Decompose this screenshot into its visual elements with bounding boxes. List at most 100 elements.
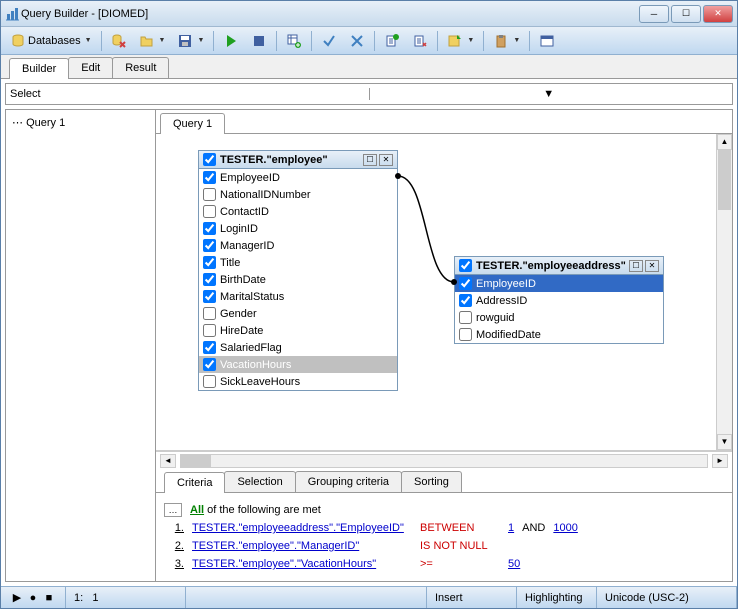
add-table-button[interactable]	[281, 30, 307, 52]
maximize-button[interactable]: ☐	[671, 5, 701, 23]
criteria-all[interactable]: All	[190, 504, 204, 516]
sb-record-icon[interactable]: ●	[25, 591, 41, 605]
tab-result[interactable]: Result	[112, 57, 169, 78]
select-all-checkbox[interactable]	[459, 259, 472, 272]
column-row[interactable]: HireDate	[199, 322, 397, 339]
scroll-down[interactable]: ▼	[717, 434, 732, 450]
column-checkbox[interactable]	[203, 290, 216, 303]
criteria-field[interactable]: TESTER."employee"."ManagerID"	[192, 540, 412, 552]
column-row[interactable]: Gender	[199, 305, 397, 322]
maximize-icon[interactable]: ☐	[363, 154, 377, 166]
column-checkbox[interactable]	[459, 311, 472, 324]
close-button[interactable]: ✕	[703, 5, 733, 23]
bottom-tab-selection[interactable]: Selection	[224, 471, 295, 492]
table-window[interactable]: TESTER."employee"☐✕ EmployeeID NationalIDN…	[198, 150, 398, 391]
criteria-options-button[interactable]: …	[164, 503, 182, 517]
column-row[interactable]: AddressID	[455, 292, 663, 309]
tab-edit[interactable]: Edit	[68, 57, 113, 78]
column-label: BirthDate	[220, 274, 266, 286]
column-checkbox[interactable]	[459, 277, 472, 290]
vertical-scrollbar[interactable]: ▲ ▼	[716, 134, 732, 450]
scroll-right[interactable]: ►	[712, 454, 728, 468]
tab-builder[interactable]: Builder	[9, 58, 69, 79]
refresh-button[interactable]	[534, 30, 560, 52]
column-checkbox[interactable]	[203, 222, 216, 235]
column-row[interactable]: ModifiedDate	[455, 326, 663, 343]
column-checkbox[interactable]	[203, 307, 216, 320]
column-checkbox[interactable]	[459, 294, 472, 307]
column-checkbox[interactable]	[203, 239, 216, 252]
criteria-op[interactable]: >=	[420, 558, 500, 570]
column-checkbox[interactable]	[203, 358, 216, 371]
column-label: EmployeeID	[220, 172, 280, 184]
column-row[interactable]: rowguid	[455, 309, 663, 326]
close-icon[interactable]: ✕	[379, 154, 393, 166]
column-row[interactable]: BirthDate	[199, 271, 397, 288]
open-button[interactable]: ▼	[134, 30, 171, 52]
criteria-val[interactable]: 50	[508, 558, 520, 570]
table-header[interactable]: TESTER."employeeaddress"☐✕	[455, 257, 663, 275]
bottom-tab-grouping-criteria[interactable]: Grouping criteria	[295, 471, 402, 492]
copy-sql-button[interactable]	[379, 30, 405, 52]
column-row[interactable]: EmployeeID	[199, 169, 397, 186]
sb-stop-icon[interactable]: ■	[41, 591, 57, 605]
column-checkbox[interactable]	[203, 324, 216, 337]
sb-spacer	[186, 587, 427, 608]
column-row[interactable]: EmployeeID	[455, 275, 663, 292]
select-all-checkbox[interactable]	[203, 153, 216, 166]
check-button[interactable]	[316, 30, 342, 52]
criteria-val2[interactable]: 1000	[553, 522, 577, 534]
cancel-button[interactable]	[344, 30, 370, 52]
column-checkbox[interactable]	[203, 205, 216, 218]
criteria-op[interactable]: BETWEEN	[420, 522, 500, 534]
column-checkbox[interactable]	[203, 273, 216, 286]
minimize-button[interactable]: ─	[639, 5, 669, 23]
inner-tab[interactable]: Query 1	[160, 113, 225, 134]
scroll-up[interactable]: ▲	[717, 134, 732, 150]
run-button[interactable]	[218, 30, 244, 52]
table-header[interactable]: TESTER."employee"☐✕	[199, 151, 397, 169]
scroll-track[interactable]	[180, 454, 708, 468]
query-canvas[interactable]: ▲ ▼ TESTER."employee"☐✕ EmployeeID Nationa…	[156, 134, 732, 451]
close-icon[interactable]: ✕	[645, 260, 659, 272]
horizontal-scrollbar[interactable]: ◄ ►	[156, 451, 732, 469]
criteria-field[interactable]: TESTER."employee"."VacationHours"	[192, 558, 412, 570]
tree-item-query[interactable]: ⋯ Query 1	[10, 114, 151, 131]
column-checkbox[interactable]	[203, 375, 216, 388]
databases-button[interactable]: Databases ▼	[5, 30, 97, 52]
maximize-icon[interactable]: ☐	[629, 260, 643, 272]
clipboard-button[interactable]: ▼	[488, 30, 525, 52]
column-row[interactable]: LoginID	[199, 220, 397, 237]
dropdown-icon[interactable]: ▼	[369, 88, 729, 100]
column-row[interactable]: VacationHours	[199, 356, 397, 373]
db-remove-button[interactable]	[106, 30, 132, 52]
column-row[interactable]: SalariedFlag	[199, 339, 397, 356]
column-checkbox[interactable]	[203, 188, 216, 201]
scroll-thumb[interactable]	[718, 150, 731, 210]
export-button[interactable]: ▼	[442, 30, 479, 52]
column-checkbox[interactable]	[203, 171, 216, 184]
bottom-tab-sorting[interactable]: Sorting	[401, 471, 462, 492]
column-checkbox[interactable]	[203, 341, 216, 354]
bottom-tab-criteria[interactable]: Criteria	[164, 472, 225, 493]
column-row[interactable]: Title	[199, 254, 397, 271]
stop-button[interactable]	[246, 30, 272, 52]
column-label: NationalIDNumber	[220, 189, 310, 201]
sb-play-icon[interactable]: ▶	[9, 591, 25, 605]
column-row[interactable]: NationalIDNumber	[199, 186, 397, 203]
criteria-field[interactable]: TESTER."employeeaddress"."EmployeeID"	[192, 522, 412, 534]
column-row[interactable]: ContactID	[199, 203, 397, 220]
criteria-op[interactable]: IS NOT NULL	[420, 540, 500, 552]
column-checkbox[interactable]	[203, 256, 216, 269]
select-bar[interactable]: Select ▼	[5, 83, 733, 105]
scroll-thumb[interactable]	[181, 455, 211, 467]
column-row[interactable]: ManagerID	[199, 237, 397, 254]
table-window[interactable]: TESTER."employeeaddress"☐✕EmployeeIDAddr…	[454, 256, 664, 344]
column-row[interactable]: SickLeaveHours	[199, 373, 397, 390]
scroll-left[interactable]: ◄	[160, 454, 176, 468]
criteria-val[interactable]: 1	[508, 522, 514, 534]
column-checkbox[interactable]	[459, 328, 472, 341]
column-row[interactable]: MaritalStatus	[199, 288, 397, 305]
paste-sql-button[interactable]	[407, 30, 433, 52]
save-button[interactable]: ▼	[172, 30, 209, 52]
